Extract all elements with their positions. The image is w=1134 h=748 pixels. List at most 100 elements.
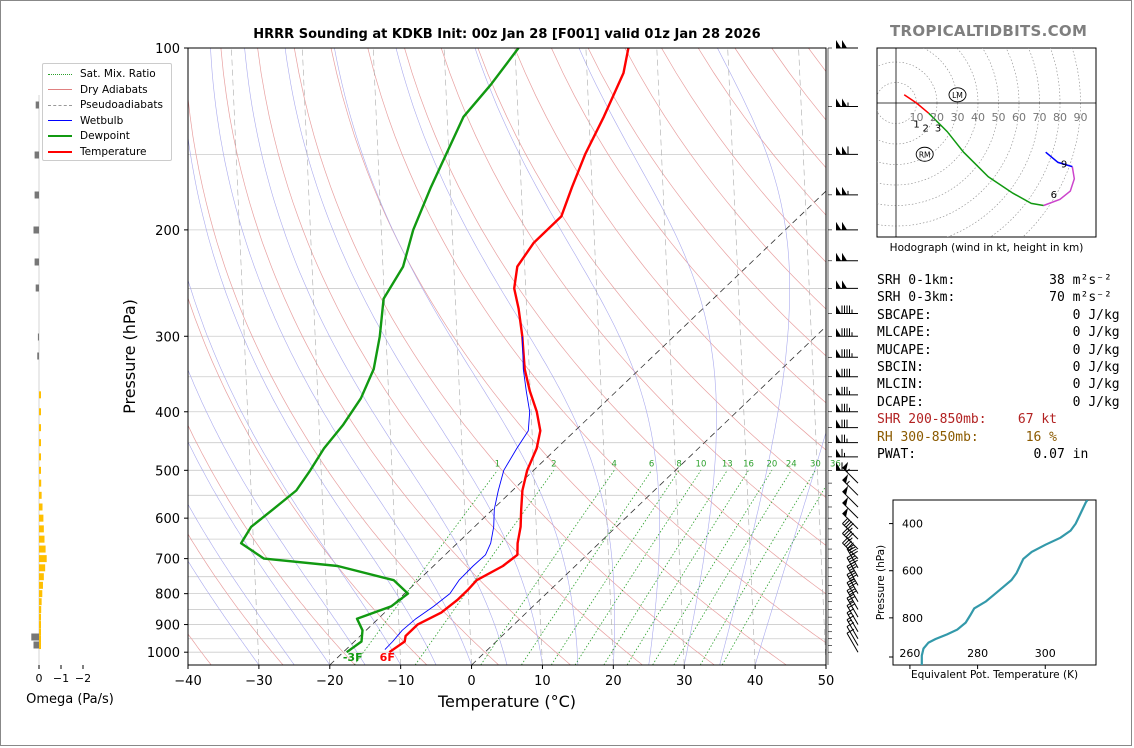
- series-temperature: [388, 48, 630, 654]
- dry-adiabat: [257, 48, 643, 665]
- legend-label: Dry Adiabats: [80, 83, 148, 96]
- storm-motion-marker: [915, 146, 934, 162]
- barb-flag: [836, 349, 841, 358]
- mixing-ratio-label: 24: [786, 459, 797, 469]
- pseudoadiabat: [302, 48, 331, 665]
- moist-adiabat: [395, 48, 615, 665]
- omega-bar: [37, 352, 39, 360]
- plot-area: [188, 48, 826, 665]
- barb-flag: [842, 485, 849, 495]
- wind-barb: [836, 221, 858, 231]
- barb-staff: [846, 582, 859, 602]
- mixing-ratio-line: [550, 470, 680, 665]
- omega-bar: [39, 628, 41, 636]
- dry-adiabat: [367, 48, 826, 644]
- legend-label: Dewpoint: [80, 130, 130, 142]
- wind-barb: [836, 448, 858, 458]
- hodograph-ring-label: 80: [1053, 111, 1067, 124]
- mixing-ratio-label: 10: [696, 459, 707, 469]
- omega-bar: [39, 525, 44, 533]
- legend-swatch: [48, 150, 72, 153]
- legend-label: Sat. Mix. Ratio: [80, 68, 156, 80]
- pseudoadiabat: [656, 48, 685, 665]
- stat-row: PWAT: 0.07 in: [877, 447, 1089, 463]
- y-tick-label: 800: [155, 588, 180, 603]
- moist-adiabat: [578, 48, 717, 665]
- dry-adiabat: [551, 48, 826, 404]
- legend-swatch: [48, 120, 72, 121]
- barb-full: [845, 521, 852, 528]
- dry-adiabat: [188, 95, 499, 665]
- storm-motion-marker: [948, 87, 967, 103]
- barb-flag: [836, 462, 841, 471]
- barb-staff: [846, 590, 859, 610]
- stat-row: SRH 0-3km: 70 m²s⁻²: [877, 290, 1112, 306]
- dry-adiabat: [624, 48, 826, 310]
- moist-adiabat: [284, 48, 543, 665]
- dry-adiabat: [440, 48, 826, 546]
- dry-adiabat: [188, 533, 284, 665]
- omega-bar: [39, 581, 43, 589]
- legend-item: Dry Adiabats: [48, 83, 148, 97]
- omega-bar: [39, 642, 41, 650]
- stat-row: SBCIN: 0 J/kg: [877, 360, 1120, 376]
- barb-flag: [836, 221, 841, 230]
- theta-frame: [892, 499, 1097, 666]
- stat-row: DCAPE: 0 J/kg: [877, 394, 1120, 410]
- plot-frame: [187, 47, 827, 666]
- barb-flag: [842, 280, 847, 289]
- hodograph-height-label: 2: [923, 124, 929, 135]
- storm-motion-label: RM: [919, 150, 931, 159]
- barb-flag: [842, 252, 847, 261]
- y-tick-label: 1000: [147, 646, 180, 661]
- stat-row: SHR 200-850mb: 67 kt: [877, 412, 1058, 428]
- barb-flag: [836, 368, 841, 377]
- wind-barb: [836, 40, 858, 49]
- mixing-ratio-line: [414, 470, 555, 665]
- hodograph-height-label: 6: [1051, 190, 1057, 201]
- omega-bar: [39, 491, 42, 499]
- wind-barb: [842, 474, 859, 496]
- dry-adiabat: [220, 48, 571, 665]
- omega-bar: [39, 573, 44, 581]
- barb-full: [850, 550, 858, 556]
- x-tick-label: 10: [534, 674, 551, 689]
- y-tick-label: 900: [155, 619, 180, 634]
- barb-staff: [842, 542, 859, 559]
- hodograph-height-label: 1: [913, 120, 919, 131]
- series-wetbulb: [384, 336, 531, 650]
- legend-swatch: [48, 89, 72, 90]
- omega-axis-label: Omega (Pa/s): [26, 692, 114, 707]
- moist-adiabat: [188, 134, 437, 665]
- pseudoadiabat: [585, 48, 614, 665]
- barb-flag: [842, 186, 847, 195]
- barb-staff: [846, 626, 859, 646]
- mixing-ratio-line: [652, 470, 773, 665]
- wind-barb: [836, 98, 858, 108]
- moist-adiabat: [334, 48, 579, 665]
- hodograph-ring-label: 40: [971, 111, 985, 124]
- legend-swatch: [48, 104, 72, 106]
- omega-bar: [39, 535, 45, 543]
- wind-barb: [836, 252, 858, 262]
- mixing-ratio-line: [699, 470, 816, 665]
- legend-item: Pseudoadiabats: [48, 98, 163, 112]
- wind-barb: [842, 496, 859, 519]
- theta-trace: [920, 500, 1089, 665]
- hodograph-ring-label: 10: [910, 111, 924, 124]
- x-tick-label: −10: [387, 674, 414, 689]
- chart-legend: Sat. Mix. Ratio Dry Adiabats Pseudoadiabat…: [42, 63, 172, 161]
- mixing-ratio-line: [480, 470, 615, 665]
- x-tick-label: 40: [747, 674, 764, 689]
- dry-adiabat: [477, 48, 826, 498]
- x-tick-label: −30: [245, 674, 272, 689]
- pseudoadiabat: [443, 48, 472, 665]
- theta-x-tick-label: 260: [899, 647, 920, 660]
- y-tick-label: 200: [155, 224, 180, 239]
- theta-x-axis-label: Equivalent Pot. Temperature (K): [911, 669, 1078, 681]
- mixing-ratio-label: 6: [649, 459, 654, 469]
- stat-row: MLCAPE: 0 J/kg: [877, 325, 1120, 341]
- wind-barb: [836, 419, 858, 429]
- x-axis-label: Temperature (°C): [437, 692, 576, 711]
